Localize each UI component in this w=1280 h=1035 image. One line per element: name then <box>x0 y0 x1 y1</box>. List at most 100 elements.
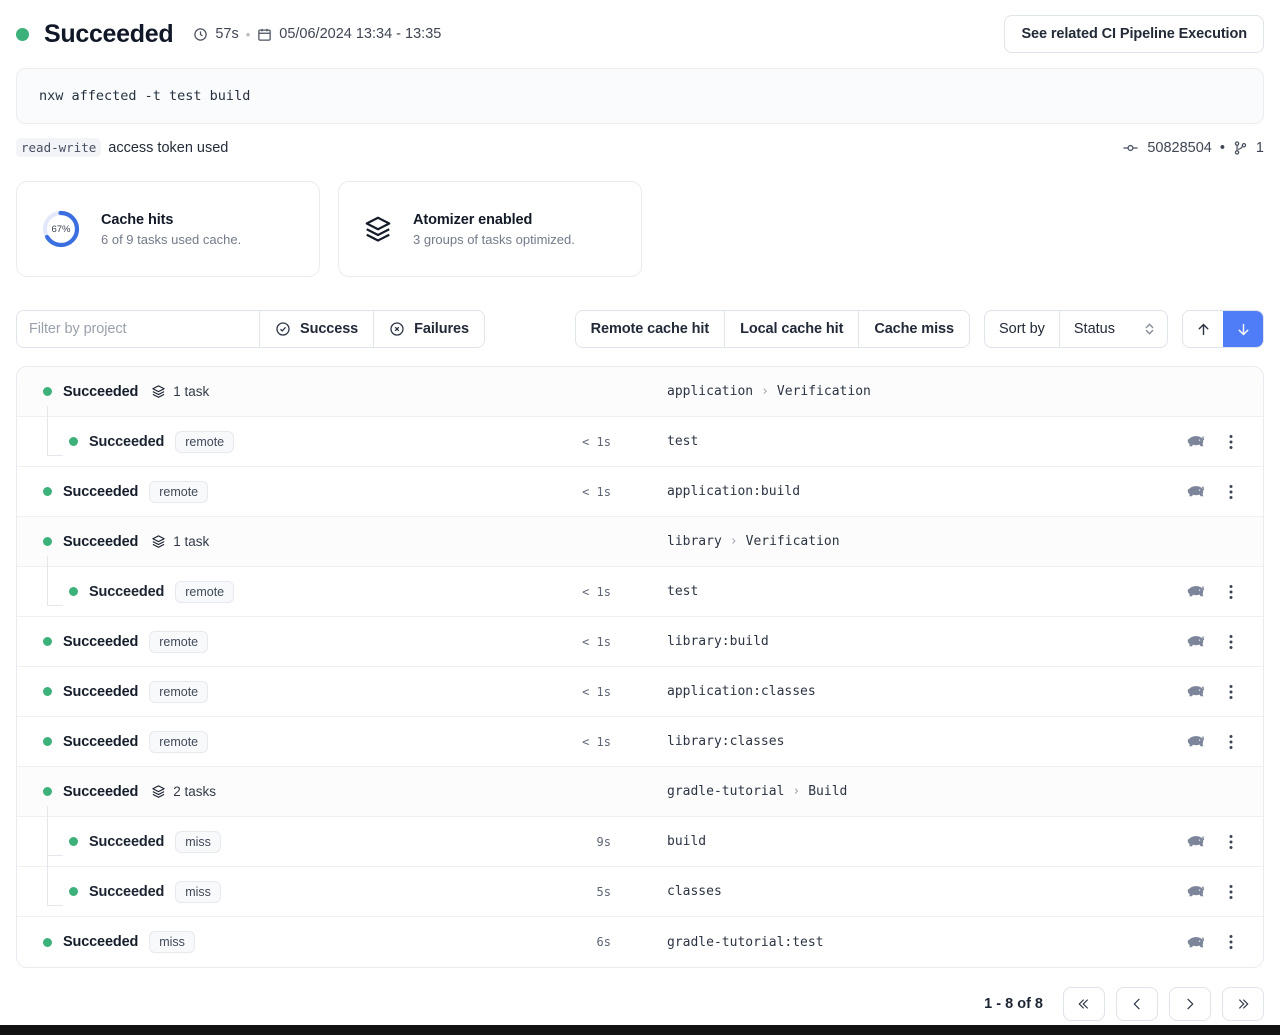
filter-local-cache-hit-button[interactable]: Local cache hit <box>724 311 859 347</box>
gradle-elephant-icon[interactable] <box>1185 683 1207 700</box>
status-dot-succeeded <box>69 887 78 896</box>
row-status-cell: Succeeded miss <box>17 855 537 906</box>
row-duration: 9s <box>596 834 611 849</box>
row-status-label: Succeeded <box>63 533 139 550</box>
cache-pill: miss <box>149 931 195 953</box>
table-row[interactable]: Succeeded remote < 1s test <box>17 405 1263 467</box>
task-name: build <box>667 834 707 849</box>
cache-filter-group: Remote cache hit Local cache hit Cache m… <box>574 310 970 348</box>
pagination-next-button[interactable] <box>1169 987 1211 1021</box>
status-dot-succeeded <box>43 637 52 646</box>
gradle-elephant-icon[interactable] <box>1185 633 1207 650</box>
row-menu-icon[interactable] <box>1229 934 1233 950</box>
see-related-ci-pipeline-button[interactable]: See related CI Pipeline Execution <box>1004 15 1264 53</box>
gradle-elephant-icon[interactable] <box>1185 483 1207 500</box>
gradle-elephant-icon[interactable] <box>1185 733 1207 750</box>
search-input[interactable] <box>17 311 259 347</box>
chevron-up-down-icon <box>1143 320 1156 338</box>
task-name: library:build <box>667 634 769 649</box>
status-dot-succeeded <box>43 387 52 396</box>
row-actions <box>1167 833 1263 850</box>
x-circle-icon <box>389 321 405 337</box>
table-row[interactable]: Succeeded remote < 1s test <box>17 555 1263 617</box>
table-row[interactable]: Succeeded remote < 1s library:build <box>17 617 1263 667</box>
pagination-prev-button[interactable] <box>1116 987 1158 1021</box>
status-dot-succeeded <box>43 687 52 696</box>
project-name: gradle-tutorial <box>667 784 785 799</box>
row-menu-icon[interactable] <box>1229 734 1233 750</box>
card-cache-hits: 67% Cache hits 6 of 9 tasks used cache. <box>16 181 320 277</box>
task-name: library:classes <box>667 734 785 749</box>
row-menu-icon[interactable] <box>1229 484 1233 500</box>
row-menu-icon[interactable] <box>1229 884 1233 900</box>
row-name-cell: library › Verification <box>611 534 1167 549</box>
table-row[interactable]: Succeeded remote < 1s application:classes <box>17 667 1263 717</box>
bottom-bar <box>0 1025 1280 1035</box>
row-name-cell: application › Verification <box>611 384 1167 399</box>
row-status-label: Succeeded <box>63 383 139 400</box>
row-menu-icon[interactable] <box>1229 434 1233 450</box>
status-dot-succeeded <box>16 27 29 41</box>
layers-icon <box>151 534 166 549</box>
task-name: application:build <box>667 484 801 499</box>
pagination-last-button[interactable] <box>1222 987 1264 1021</box>
gradle-elephant-icon[interactable] <box>1185 934 1207 951</box>
card-cache-hits-title: Cache hits <box>101 211 174 228</box>
row-menu-icon[interactable] <box>1229 584 1233 600</box>
table-row[interactable]: Succeeded 1 task application › Verification <box>17 367 1263 417</box>
check-circle-icon <box>275 321 291 337</box>
task-count: 2 tasks <box>151 784 216 799</box>
branch-count: 1 <box>1255 139 1264 156</box>
row-actions <box>1167 483 1263 500</box>
row-status-cell: Succeeded 1 task <box>17 384 537 400</box>
filter-cache-miss-button[interactable]: Cache miss <box>858 311 969 347</box>
filter-success-label: Success <box>300 321 359 337</box>
table-row[interactable]: Succeeded miss 5s classes <box>17 855 1263 917</box>
cache-pill: remote <box>149 730 209 753</box>
filter-failures-button[interactable]: Failures <box>373 311 484 347</box>
table-row[interactable]: Succeeded remote < 1s application:build <box>17 467 1263 517</box>
cache-pill: remote <box>149 480 209 503</box>
card-atomizer: Atomizer enabled 3 groups of tasks optim… <box>338 181 642 277</box>
row-menu-icon[interactable] <box>1229 634 1233 650</box>
pagination-first-button[interactable] <box>1063 987 1105 1021</box>
table-row[interactable]: Succeeded miss 6s gradle-tutorial:test <box>17 917 1263 967</box>
table-row[interactable]: Succeeded 2 tasks gradle-tutorial › Build <box>17 767 1263 817</box>
table-row[interactable]: Succeeded remote < 1s library:classes <box>17 717 1263 767</box>
sort-ascending-button[interactable] <box>1183 311 1223 347</box>
row-name-cell: application:build <box>611 484 1167 499</box>
row-duration: 6s <box>596 935 611 949</box>
gradle-elephant-icon[interactable] <box>1185 883 1207 900</box>
cache-pill: remote <box>175 580 235 603</box>
task-count-label: 1 task <box>173 534 210 549</box>
clock-icon <box>193 27 208 42</box>
cache-pill: miss <box>175 830 221 853</box>
gradle-elephant-icon[interactable] <box>1185 433 1207 450</box>
row-menu-icon[interactable] <box>1229 684 1233 700</box>
gradle-elephant-icon[interactable] <box>1185 583 1207 600</box>
row-name-cell: classes <box>611 884 1167 899</box>
sort-select[interactable]: Status <box>1058 311 1167 347</box>
cache-pill: miss <box>175 880 221 903</box>
sort-direction-group <box>1182 310 1264 348</box>
filter-remote-cache-hit-button[interactable]: Remote cache hit <box>575 311 725 347</box>
row-status-cell: Succeeded 2 tasks <box>17 784 537 800</box>
row-actions <box>1167 733 1263 750</box>
row-duration: < 1s <box>582 634 611 649</box>
task-count-label: 1 task <box>173 384 210 399</box>
task-table: Succeeded 1 task application › Verification S… <box>16 366 1264 968</box>
status-dot-succeeded <box>43 487 52 496</box>
row-actions <box>1167 583 1263 600</box>
row-menu-icon[interactable] <box>1229 834 1233 850</box>
row-name-cell: test <box>611 434 1167 449</box>
table-row[interactable]: Succeeded miss 9s build <box>17 805 1263 867</box>
sort-descending-button[interactable] <box>1223 311 1263 347</box>
table-row[interactable]: Succeeded 1 task library › Verification <box>17 517 1263 567</box>
status-dot-succeeded <box>43 737 52 746</box>
row-status-cell: Succeeded remote <box>17 405 537 456</box>
cache-hits-donut: 67% <box>41 209 81 249</box>
row-status-cell: Succeeded miss <box>17 805 537 856</box>
row-duration: < 1s <box>582 684 611 699</box>
gradle-elephant-icon[interactable] <box>1185 833 1207 850</box>
filter-success-button[interactable]: Success <box>259 311 374 347</box>
